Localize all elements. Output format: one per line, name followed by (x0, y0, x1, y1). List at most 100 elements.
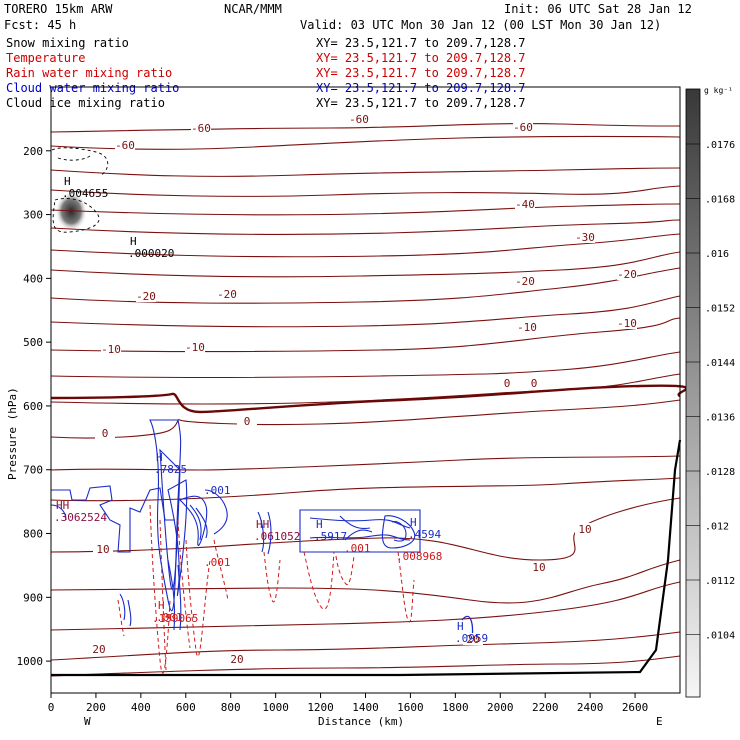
x-tick-label-11: 2200 (532, 701, 559, 714)
cloud-water-contour-0 (51, 485, 175, 553)
colorbar-label-0: .0176 (705, 140, 735, 151)
temperature-label-4-3: -20 (617, 268, 637, 281)
colorbar: g kg⁻¹ .0176 .0168 .016 .0152 .0144 .0136 .012… (685, 86, 735, 698)
y-tick-label-7: 900 (23, 591, 43, 604)
temperature-label-bg-3-0 (575, 231, 595, 243)
temperature-contour-1 (50, 135, 681, 150)
x-tick-label-4: 800 (221, 701, 241, 714)
temperature-label-7-2: 10 (532, 561, 545, 574)
temperature-contour-9 (50, 295, 681, 328)
x-tick-label-1: 200 (86, 701, 106, 714)
y-tick-label-6: 800 (23, 528, 43, 541)
terrain-surface (51, 439, 682, 677)
y-tick-label-5: 700 (23, 464, 43, 477)
temperature-label-bg-4-2 (515, 275, 535, 287)
temperature-label-0-1: -60 (349, 113, 369, 126)
temperature-contour-11 (50, 351, 681, 379)
colorbar-label-3: .0152 (705, 304, 735, 315)
snow-maximum-shade (55, 191, 88, 232)
x-tick-label-5: 1000 (262, 701, 289, 714)
field-name-0: Snow mixing ratio (6, 36, 129, 50)
maximum-marker-0: H (64, 175, 71, 188)
rain-water-contour-8 (397, 551, 415, 623)
temperature-contour-3 (50, 185, 681, 197)
maximum-value-6: .001 (344, 542, 371, 555)
maximum-marker-7: H (410, 516, 417, 529)
maximum-value-11: .159065 (152, 612, 198, 625)
field-name-2: Rain water mixing ratio (6, 66, 172, 80)
cloud-water-contour-5 (189, 504, 208, 541)
rain-water-contour-4 (213, 539, 229, 601)
maximum-value-5: .5917 (314, 530, 347, 543)
temperature-label-bg-0-2 (513, 121, 533, 133)
temperature-contour-20 (50, 655, 681, 677)
temperature-label-7-1: 10 (578, 523, 591, 536)
cloud-water-contour-7 (257, 511, 272, 555)
temperature-label-bg-4-3 (617, 268, 637, 280)
contour-labels: -60 -60 -60 -60 -40 -30 -20 -20 -20 -20 -10 -10 -10 -… (54, 113, 637, 666)
colorbar-label-5: .0136 (705, 413, 735, 424)
field-name-4: Cloud ice mixing ratio (6, 96, 165, 110)
maximum-marker-5: H (316, 518, 323, 531)
x-tick-label-3: 600 (176, 701, 196, 714)
temperature-label-bg-7-2 (529, 561, 549, 573)
rain-water-contour-2 (177, 519, 191, 649)
cloud-water-contour-13 (391, 521, 407, 542)
snow-shading (55, 191, 88, 232)
temperature-label-7-0: 10 (96, 543, 109, 556)
maximum-value-8: .008968 (396, 550, 442, 563)
cloud-water-contour-8 (299, 509, 421, 553)
x-tick-label-13: 2600 (622, 701, 649, 714)
temperature-label-bg-5-1 (185, 341, 205, 353)
x-tick-label-10: 2000 (487, 701, 514, 714)
maximum-marker-10: H (158, 599, 165, 612)
x-tick-label-6: 1200 (307, 701, 334, 714)
colorbar-label-6: .0128 (705, 467, 735, 478)
colorbar-label-9: .0104 (705, 631, 735, 642)
maximum-marker-12: H (457, 620, 464, 633)
cloud-water-contour-1 (149, 419, 182, 612)
colorbar-label-1: .0168 (705, 195, 735, 206)
field-xy-2: XY= 23.5,121.7 to 209.7,128.7 (316, 66, 526, 80)
temperature-label-bg-8-1 (227, 653, 247, 665)
x-axis-east-label: E (656, 715, 663, 728)
cloud-water-contour-4 (179, 495, 208, 546)
temperature-label-bg-8-0 (89, 643, 109, 655)
x-tick-label-8: 1600 (397, 701, 424, 714)
fields-legend: Snow mixing ratio XY= 23.5,121.7 to 209.7… (6, 36, 526, 110)
y-tick-label-4: 600 (23, 400, 43, 413)
temperature-label-4-0: -20 (136, 290, 156, 303)
cloud-water-contour-3 (167, 479, 188, 597)
x-tick-label-7: 1400 (352, 701, 379, 714)
colorbar-label-8: .0112 (705, 576, 735, 587)
colorbar-label-4: .0144 (705, 358, 735, 369)
colorbar-unit: g kg⁻¹ (704, 86, 733, 95)
temperature-label-5-1: -10 (185, 341, 205, 354)
maximum-value-3: .3062524 (54, 511, 107, 524)
maximum-marker-2: H (156, 451, 163, 464)
snow-contour (52, 198, 100, 233)
temperature-contour-4 (50, 203, 681, 216)
temperature-label-3-0: -30 (575, 231, 595, 244)
x-axis-west-label: W (84, 715, 91, 728)
temperature-label-bg-6-0 (95, 427, 115, 439)
maximum-value-0: .004655 (62, 187, 108, 200)
maximum-value-7: .4594 (408, 528, 441, 541)
colorbar-labels: .0176 .0168 .016 .0152 .0144 .0136 .0128 .012 .0… (686, 140, 735, 642)
temperature-contours (50, 123, 688, 677)
temperature-label-0-2: -60 (513, 121, 533, 134)
temperature-label-bg-8-2 (463, 633, 483, 645)
y-axis-label: Pressure (hPa) (6, 387, 19, 480)
plot-frame (50, 86, 681, 694)
temperature-label-bg-7-0 (93, 543, 113, 555)
temperature-label-bg-4-0 (136, 290, 156, 302)
terrain-line (51, 439, 682, 677)
temperature-label-bg-0-0 (191, 122, 211, 134)
temperature-label-4-2: -20 (515, 275, 535, 288)
cloud-water-contour-2 (159, 448, 181, 590)
field-name-3: Cloud water mixing ratio (6, 81, 179, 95)
temperature-contour-5 (50, 219, 681, 235)
cloud-water-contour-14 (119, 593, 132, 627)
maximum-marker-3: HH (56, 499, 69, 512)
